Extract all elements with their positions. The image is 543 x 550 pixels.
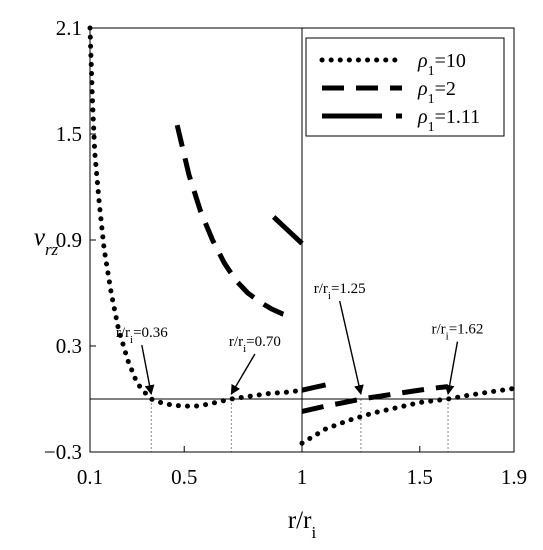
annotation-label-1-25: r/ri=1.25 (314, 281, 366, 302)
series-line-1-2-segment-1 (174, 124, 291, 319)
series-1-10 (87, 25, 517, 446)
y-tick-label-2-1: 2.1 (56, 16, 82, 40)
series-line-1-1-11-segment-1 (271, 215, 304, 246)
annotations: r/ri=0.36 r/ri=0.70 r/ri=1.25 r/ri=1.62 (116, 281, 483, 395)
annotation-arrow-0-70 (230, 353, 256, 395)
series-line-1-1-11-segment-2 (301, 382, 327, 393)
y-axis-label: vrz (34, 224, 59, 259)
x-tick-label-0-5: 0.5 (171, 465, 197, 489)
series-1-1-11 (271, 215, 327, 393)
legend-label-1-1-11: ρ1=1.11 (417, 106, 480, 135)
legend-label-1-10: ρ1=10 (417, 50, 466, 79)
x-tick-label-1-9: 1.9 (501, 465, 527, 489)
series-1-2 (174, 124, 449, 414)
y-tick-label-0-3: −0.3 (44, 440, 82, 464)
series-line-1-10-segment-1 (87, 25, 305, 409)
x-axis-label: r/ri (288, 507, 317, 542)
legend-label-1-2: ρ1=2 (417, 78, 456, 107)
x-tick-label-1-5: 1.5 (407, 465, 433, 489)
y-tick-label-0-3: 0.3 (56, 334, 82, 358)
annotation-label-1-62: r/ri=1.62 (431, 322, 483, 343)
axis-ticks: 0.1 0.5 1 1.5 1.9 −0.3 0.3 0.9 1.5 2.1 (44, 16, 527, 489)
series-line-1-2-segment-2 (301, 384, 449, 414)
y-tick-label-0-9: 0.9 (56, 228, 82, 252)
annotation-arrow-0-36 (141, 345, 155, 395)
annotation-label-0-36: r/ri=0.36 (116, 325, 168, 346)
x-tick-label-0-1: 0.1 (77, 465, 103, 489)
annotation-arrow-1-25 (339, 300, 364, 395)
reference-lines (90, 28, 514, 452)
y-tick-label-1-5: 1.5 (56, 122, 82, 146)
series-layer (87, 25, 517, 446)
annotation-arrow-1-62 (444, 341, 459, 395)
drop-guides (150, 399, 449, 452)
annotation-label-0-70: r/ri=0.70 (229, 334, 281, 355)
x-tick-label-1: 1 (297, 465, 308, 489)
series-line-1-10-segment-2 (299, 385, 517, 446)
